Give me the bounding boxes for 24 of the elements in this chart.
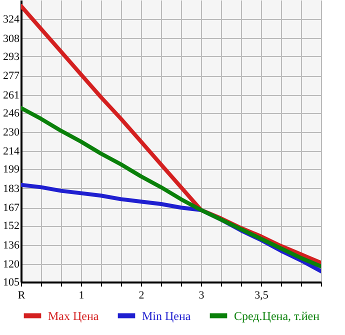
- y-tick-label: 230: [3, 126, 20, 138]
- x-tick-label: 3,5: [254, 290, 269, 302]
- y-tick-label: 277: [3, 70, 20, 82]
- y-tick-label: 167: [3, 202, 20, 214]
- y-tick-label: 199: [3, 164, 20, 176]
- legend-label: Min Цена: [142, 308, 192, 323]
- y-tick-label: 293: [3, 50, 20, 63]
- y-tick-label: 120: [3, 258, 20, 270]
- y-tick-label: 261: [3, 89, 20, 102]
- y-tick-label: 214: [3, 146, 20, 158]
- x-tick-label: 3: [198, 290, 205, 302]
- y-tick-label: 308: [3, 32, 20, 45]
- y-tick-label: 246: [3, 107, 20, 120]
- y-tick-label: 152: [3, 220, 20, 232]
- line-series: [21, 106, 321, 268]
- y-tick-label: 136: [3, 239, 20, 252]
- x-tick-label: 1: [78, 290, 84, 302]
- y-tick-label: 105: [3, 276, 20, 288]
- legend-label: Сред.Цена, т.йен: [234, 308, 320, 323]
- y-tick-label: 324: [3, 14, 20, 26]
- x-tick-label: 2: [138, 290, 144, 302]
- legend-label: Max Цена: [48, 308, 100, 323]
- x-tick-label: R: [18, 290, 26, 302]
- y-tick-label: 183: [3, 182, 20, 195]
